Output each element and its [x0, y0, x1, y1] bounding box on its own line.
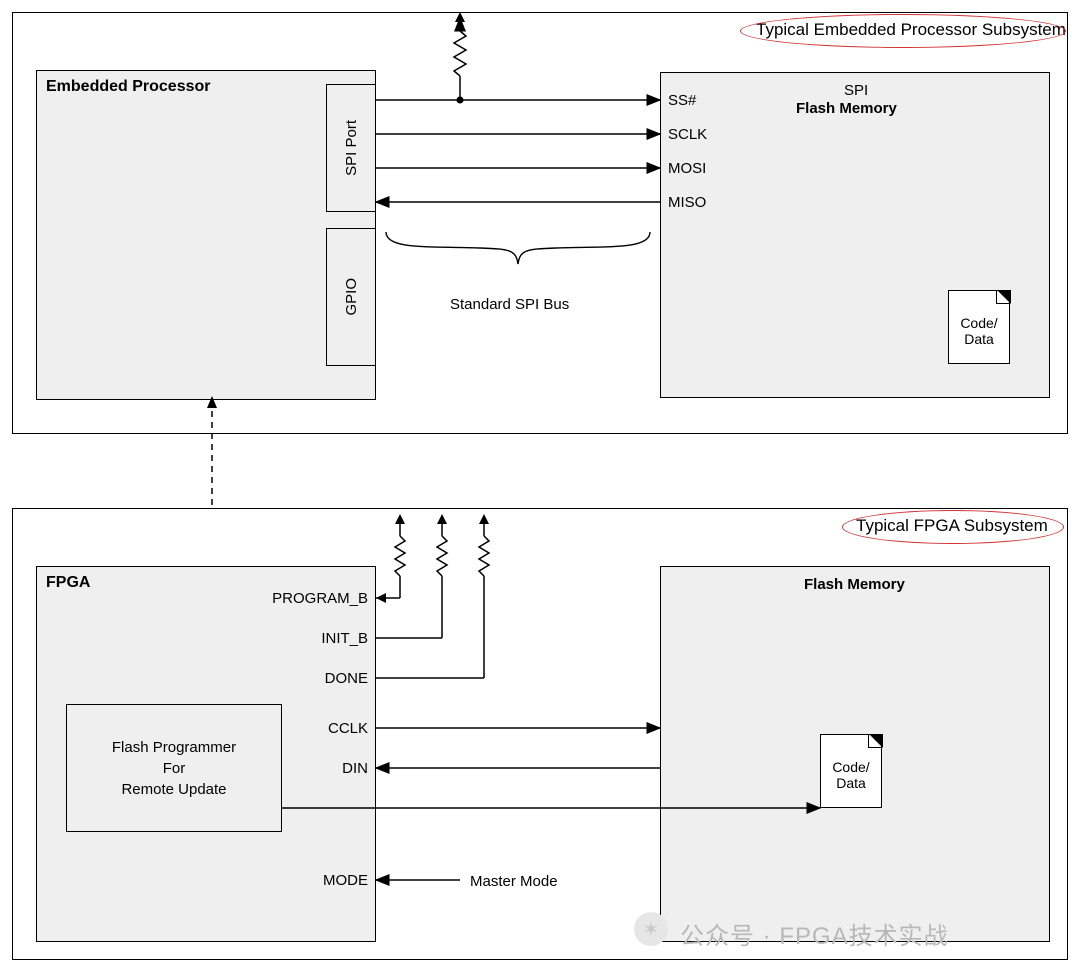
flash-programmer-block: Flash Programmer For Remote Update: [66, 704, 282, 832]
std-spi-bus-label: Standard SPI Bus: [450, 296, 569, 313]
sig-program-b: PROGRAM_B: [272, 590, 368, 607]
spi-port-label: SPI Port: [343, 120, 360, 176]
embedded-processor-block: [36, 70, 376, 400]
flash-prog-line1: Flash Programmer: [112, 737, 236, 758]
signal-ss: SS#: [668, 92, 696, 109]
bottom-callout-label: Typical FPGA Subsystem: [856, 516, 1048, 536]
gpio-block: GPIO: [326, 228, 376, 366]
gpio-label: GPIO: [343, 278, 360, 316]
flash-prog-line2: For: [112, 758, 236, 779]
signal-mosi: MOSI: [668, 160, 706, 177]
spi-flash-label-spi: SPI: [844, 82, 868, 99]
spi-port-block: SPI Port: [326, 84, 376, 212]
flash-memory-bottom-title: Flash Memory: [804, 576, 905, 593]
top-callout-label: Typical Embedded Processor Subsystem: [756, 20, 1066, 40]
signal-miso: MISO: [668, 194, 706, 211]
doc-bot-line1: Code/: [821, 759, 881, 776]
watermark-text: 公众号 · FPGA技术实战: [680, 916, 949, 951]
watermark-icon: ✶: [634, 912, 668, 946]
embedded-processor-title: Embedded Processor: [46, 78, 211, 96]
sig-init-b: INIT_B: [321, 630, 368, 647]
flash-prog-line3: Remote Update: [112, 779, 236, 800]
sig-din: DIN: [342, 760, 368, 777]
sig-mode: MODE: [323, 872, 368, 889]
doc-top-line1: Code/: [949, 315, 1009, 332]
spi-flash-label-mem: Flash Memory: [796, 100, 897, 117]
fpga-title: FPGA: [46, 574, 90, 592]
sig-done: DONE: [325, 670, 368, 687]
code-data-doc-top: Code/ Data: [948, 290, 1010, 364]
doc-bot-line2: Data: [821, 775, 881, 792]
code-data-doc-bottom: Code/ Data: [820, 734, 882, 808]
doc-top-line2: Data: [949, 331, 1009, 348]
master-mode-label: Master Mode: [470, 873, 558, 890]
sig-cclk: CCLK: [328, 720, 368, 737]
signal-sclk: SCLK: [668, 126, 707, 143]
